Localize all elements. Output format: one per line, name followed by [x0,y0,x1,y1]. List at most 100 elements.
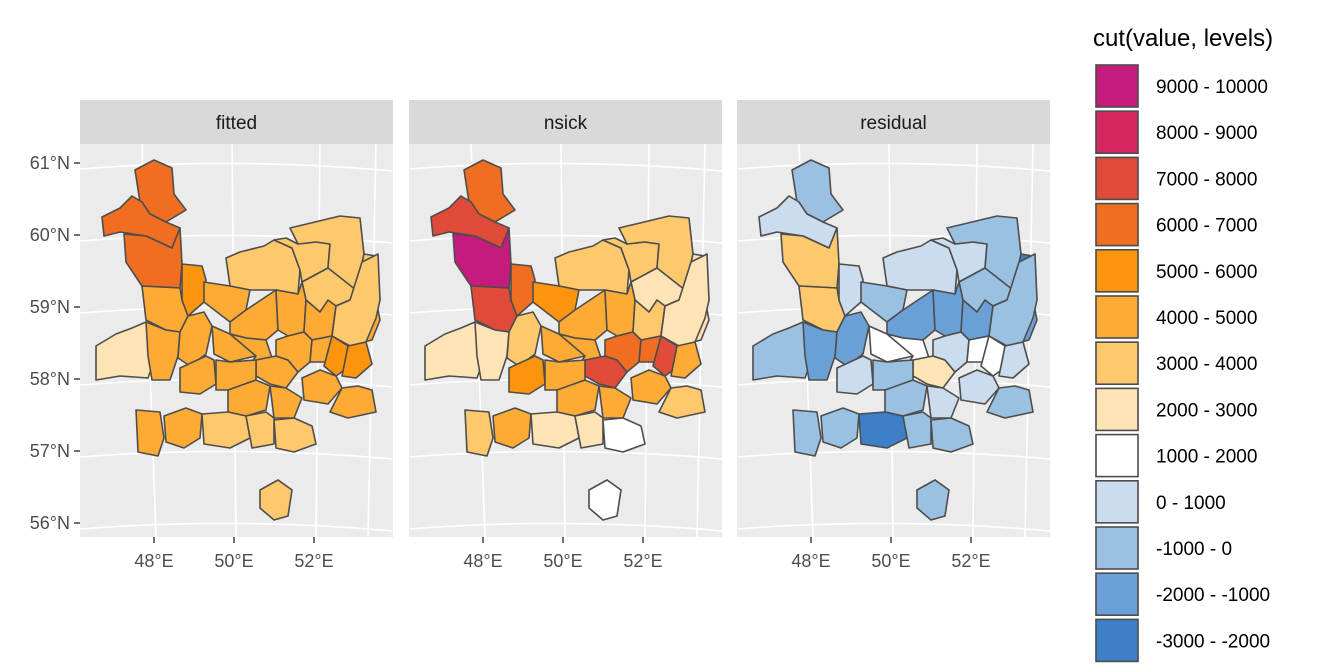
legend-label: -2000 - -1000 [1156,585,1270,606]
legend-label: 5000 - 6000 [1156,262,1257,283]
y-tick-label: 58°N [30,369,70,389]
y-axis: 61°N 60°N 59°N 58°N 57°N 56°N [30,153,80,533]
x-axis: 48°E 50°E 52°E [791,537,991,571]
region [758,195,838,249]
region [259,479,293,521]
region [792,409,822,457]
region [820,407,860,449]
region [163,407,203,449]
legend-label: 1000 - 2000 [1156,447,1257,468]
region [986,385,1034,419]
graticule-parallel [408,450,723,460]
legend-key [1095,479,1139,524]
x-tick-label: 52°E [623,551,662,571]
graticule-parallel [736,450,1051,460]
graticule-parallel [736,162,1051,172]
legend-label: -3000 - -2000 [1156,631,1270,652]
region [658,385,706,419]
legend-key [1095,618,1139,663]
facet-strip [80,100,393,144]
y-tick-label: 61°N [30,153,70,173]
x-tick-label: 48°E [791,551,830,571]
region [474,321,510,381]
region [916,479,950,521]
graticule-parallel [79,162,394,172]
x-tick-label: 48°E [463,551,502,571]
x-axis: 48°E 50°E 52°E [463,537,663,571]
legend-label: 8000 - 9000 [1156,123,1257,144]
region [101,195,181,249]
region [574,411,604,449]
facet-strip [737,100,1050,144]
legend-key [1095,341,1139,386]
legend-key [1095,110,1139,154]
region [329,385,377,419]
legend-label: 2000 - 3000 [1156,400,1257,421]
region [926,385,960,419]
region [245,411,275,449]
region [834,311,870,367]
y-tick-label: 57°N [30,441,70,461]
facet-strip-label: fitted [216,113,257,134]
facet-panel-residual: residual [736,100,1051,538]
region [602,417,646,453]
graticule-parallel [736,522,1051,532]
region [902,411,932,449]
x-axes: 48°E 50°E 52°E 48°E 50°E 52°E 48°E 50°E 52°E [134,537,991,571]
region [145,321,181,381]
region [506,311,542,367]
legend-label: -1000 - 0 [1156,539,1232,560]
y-tick-label: 59°N [30,297,70,317]
graticule-parallel [408,522,723,532]
x-tick-label: 50°E [214,551,253,571]
region [430,195,510,249]
legend-key [1095,202,1139,247]
legend-key [1095,433,1139,478]
legend-title: cut(value, levels) [1093,25,1273,52]
region [802,321,838,381]
graticule-parallel [408,162,723,172]
legend-label: 7000 - 8000 [1156,169,1257,190]
region [135,409,165,457]
y-tick-label: 56°N [30,513,70,533]
x-tick-label: 52°E [951,551,990,571]
x-axis: 48°E 50°E 52°E [134,537,334,571]
legend-label: 9000 - 10000 [1156,77,1268,98]
facet-panels: fitted nsick residual [79,100,1051,538]
legend-key [1095,64,1139,108]
legend-label: 3000 - 4000 [1156,354,1257,375]
region [177,311,213,367]
facet-panel-fitted: fitted [79,100,394,538]
legend: cut(value, levels) 9000 - 10000 8000 - 900… [1093,25,1273,663]
region [588,479,622,521]
legend-key [1095,572,1139,617]
facet-strip-label: residual [860,113,927,134]
region [998,341,1030,379]
x-tick-label: 50°E [543,551,582,571]
legend-key [1095,387,1139,432]
x-tick-label: 52°E [294,551,333,571]
graticule-parallel [79,522,394,532]
graticule-parallel [79,450,394,460]
facet-strip-label: nsick [544,113,588,134]
region [492,407,532,449]
region [598,385,632,419]
legend-key [1095,526,1139,570]
legend-key [1095,295,1139,339]
region [670,341,702,379]
legend-label: 6000 - 7000 [1156,216,1257,237]
regions-fitted [95,159,381,521]
x-tick-label: 50°E [871,551,910,571]
legend-key [1095,156,1139,201]
region [930,417,974,453]
region [341,341,373,379]
region [464,409,494,457]
regions-nsick [424,159,710,521]
legend-label: 4000 - 5000 [1156,308,1257,329]
x-tick-label: 48°E [134,551,173,571]
region [273,417,317,453]
region [269,385,303,419]
legend-key [1095,249,1139,293]
facet-panel-nsick: nsick [408,100,723,538]
